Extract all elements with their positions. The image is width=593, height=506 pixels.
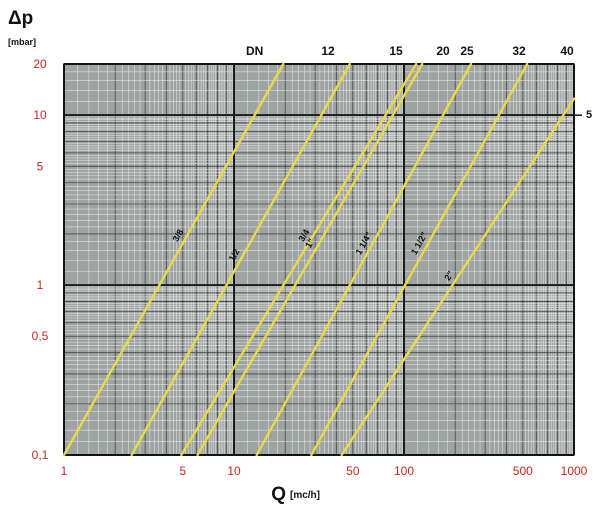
x-tick-label: 1 (61, 464, 68, 478)
dn-tick-label: 20 (436, 44, 450, 58)
plot-background (64, 64, 574, 455)
dn-tick-label: 25 (460, 44, 474, 58)
y-tick-label: 0,1 (32, 448, 49, 462)
dn-tick-label: 40 (560, 44, 574, 58)
x-tick-label: 50 (346, 464, 360, 478)
series-line-4 (196, 62, 424, 457)
y-axis-title: Δp [mbar] (8, 8, 36, 47)
series-line-6 (310, 62, 529, 457)
series-line-2 (130, 62, 352, 457)
dn-label: DN (246, 44, 263, 58)
right-edge-label: 5 (586, 109, 592, 121)
y-tick-label: 1 (37, 278, 44, 292)
x-tick-label: 100 (394, 464, 414, 478)
series-label-4: 1" (303, 237, 316, 250)
series-line-7 (340, 97, 576, 457)
y-axis-label: Δp (8, 8, 33, 29)
series-label-7: 2" (442, 269, 455, 282)
series-line-1 (62, 62, 285, 457)
y-axis-unit: [mbar] (8, 37, 36, 47)
dn-tick-label: 15 (389, 44, 403, 58)
y-tick-label: 0,5 (32, 329, 49, 343)
x-tick-label: 5 (179, 464, 186, 478)
dn-tick-label: 12 (321, 44, 335, 58)
plot-border (63, 63, 575, 456)
x-tick-label: 10 (227, 464, 241, 478)
y-tick-label: 20 (33, 57, 47, 71)
series-line-5 (255, 62, 473, 457)
x-tick-label: 1000 (561, 464, 588, 478)
x-axis-title: Q [mc/h] (271, 484, 320, 505)
series-line-3 (180, 62, 418, 457)
y-tick-label: 5 (37, 159, 44, 173)
x-axis-label: Q (271, 484, 286, 505)
x-axis-unit: [mc/h] (290, 490, 320, 501)
y-tick-label: 10 (33, 108, 47, 122)
dn-tick-label: 32 (512, 44, 526, 58)
x-tick-label: 500 (513, 464, 533, 478)
